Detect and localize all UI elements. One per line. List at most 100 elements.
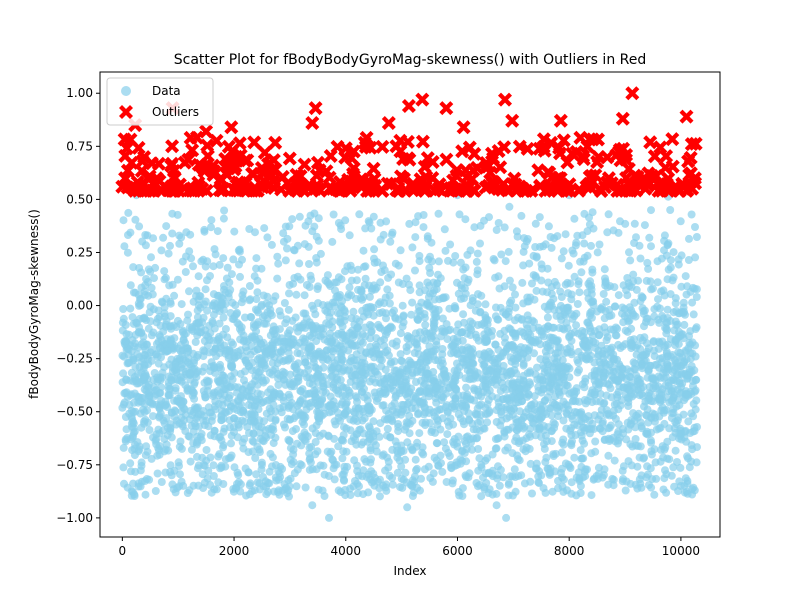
data-point: [296, 349, 305, 358]
data-point: [307, 333, 316, 342]
data-point: [129, 418, 138, 426]
data-point: [234, 396, 242, 405]
data-point: [385, 291, 394, 300]
data-point: [236, 369, 245, 378]
data-point: [438, 467, 447, 476]
data-point: [137, 461, 146, 470]
data-point: [219, 313, 228, 322]
data-point: [137, 357, 146, 366]
data-point: [186, 230, 195, 239]
data-point: [414, 212, 423, 221]
data-point: [157, 336, 166, 345]
data-point: [122, 330, 131, 339]
data-point: [301, 324, 310, 332]
data-point: [684, 417, 693, 426]
data-point: [632, 371, 641, 380]
data-point: [160, 275, 169, 284]
data-point: [401, 455, 410, 464]
data-point: [148, 400, 157, 409]
data-point: [241, 313, 249, 322]
data-point: [271, 416, 280, 425]
data-point: [241, 381, 250, 389]
data-point: [618, 370, 627, 378]
data-point: [246, 417, 255, 426]
data-point: [497, 250, 506, 259]
data-point: [376, 336, 385, 345]
data-point: [618, 303, 627, 312]
data-point: [650, 312, 659, 321]
data-point: [528, 489, 536, 498]
data-point: [343, 293, 352, 302]
data-point: [253, 345, 262, 354]
data-point: [440, 366, 449, 375]
data-point: [253, 288, 262, 297]
data-point: [585, 220, 594, 229]
data-point: [420, 351, 428, 360]
data-point: [473, 249, 482, 258]
data-point: [147, 283, 156, 292]
data-point: [594, 346, 603, 355]
data-point: [659, 314, 668, 323]
data-point: [600, 465, 609, 474]
data-point: [399, 311, 408, 320]
data-point: [312, 392, 320, 401]
data-point: [600, 399, 609, 407]
data-point: [338, 470, 347, 479]
data-point: [142, 442, 151, 451]
outlier-point: [557, 179, 572, 194]
data-point: [680, 481, 689, 490]
data-point: [469, 359, 478, 368]
data-point: [646, 436, 655, 445]
data-point: [505, 324, 514, 333]
data-point: [530, 295, 539, 304]
data-point: [609, 481, 618, 490]
data-point: [177, 477, 186, 486]
data-point: [587, 285, 596, 294]
outlier-point: [144, 156, 159, 171]
data-point: [474, 445, 483, 453]
legend: Data Outliers: [106, 77, 214, 126]
data-point: [162, 222, 171, 231]
data-point: [494, 462, 502, 471]
data-point: [174, 344, 183, 353]
data-point: [402, 274, 411, 283]
outlier-point: [541, 181, 555, 196]
data-point: [547, 427, 556, 436]
data-point: [255, 479, 264, 488]
data-point: [685, 332, 693, 341]
data-point: [461, 471, 470, 480]
data-point: [166, 241, 174, 250]
data-point: [691, 223, 699, 231]
y-tick-label: −1.00: [56, 511, 93, 525]
data-point: [665, 455, 674, 464]
data-point: [308, 227, 317, 236]
data-point: [462, 439, 470, 448]
data-point: [248, 447, 257, 456]
data-point: [119, 305, 128, 313]
data-point: [139, 338, 148, 347]
outlier-point: [565, 146, 580, 161]
data-point: [465, 345, 474, 354]
data-point: [176, 437, 185, 446]
data-point: [490, 256, 499, 265]
data-point: [630, 298, 639, 307]
data-point: [481, 300, 490, 309]
data-point: [443, 430, 452, 439]
data-point: [516, 391, 525, 400]
data-point: [274, 259, 283, 268]
data-point: [131, 215, 140, 224]
data-point: [168, 229, 177, 238]
data-point: [657, 254, 666, 263]
data-point: [628, 392, 637, 401]
data-point: [578, 231, 587, 240]
data-point: [193, 327, 202, 336]
data-point: [305, 260, 313, 268]
outlier-point: [556, 133, 571, 148]
data-point: [337, 355, 346, 364]
data-point: [539, 484, 548, 493]
data-point: [150, 369, 159, 377]
data-point: [259, 313, 267, 322]
data-point: [199, 387, 208, 395]
data-point: [273, 274, 282, 283]
data-point: [393, 468, 402, 477]
